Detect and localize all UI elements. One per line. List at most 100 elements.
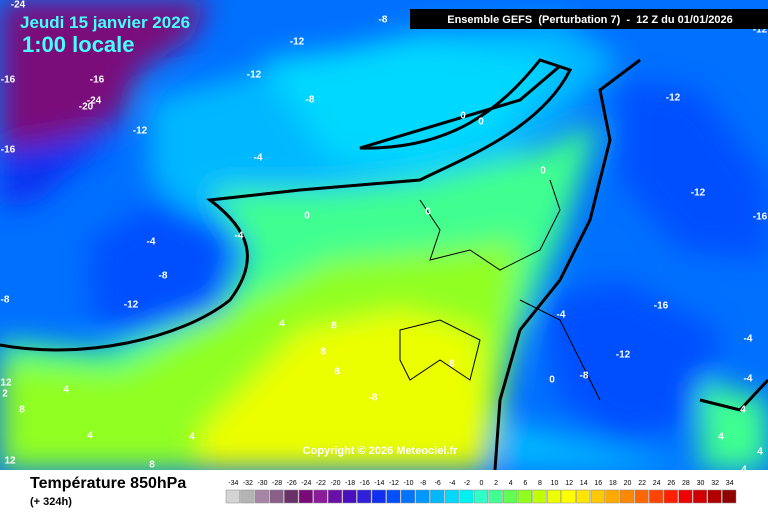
contour-label: 4 bbox=[740, 405, 746, 416]
scale-tick: -24 bbox=[301, 480, 311, 487]
scale-swatch bbox=[386, 489, 401, 504]
footer-title: Température 850hPa bbox=[30, 475, 186, 492]
scale-swatch bbox=[254, 489, 270, 504]
contour-label: -12 bbox=[616, 350, 631, 361]
scale-swatch bbox=[415, 489, 430, 504]
scale-tick: 18 bbox=[609, 480, 617, 487]
contour-label: -12 bbox=[247, 70, 262, 81]
scale-swatch bbox=[444, 489, 459, 504]
contour-label: -8 bbox=[306, 95, 315, 106]
scale-swatch bbox=[240, 489, 255, 504]
scale-tick: 20 bbox=[624, 480, 632, 487]
contour-label: -16 bbox=[1, 145, 16, 156]
contour-label: -4 bbox=[744, 334, 753, 345]
scale-tick: -32 bbox=[243, 480, 253, 487]
contour-label: -24 bbox=[87, 96, 102, 107]
contour-label: -20 bbox=[79, 102, 94, 113]
scale-tick: -16 bbox=[360, 480, 370, 487]
contour-label: -4 bbox=[235, 231, 244, 242]
contour-label: -8 bbox=[159, 271, 168, 282]
contour-label: -16 bbox=[90, 75, 105, 86]
scale-tick: 16 bbox=[594, 480, 602, 487]
run-info: Ensemble GEFS (Perturbation 7) - 12 Z du… bbox=[447, 14, 732, 26]
scale-tick: 24 bbox=[653, 480, 661, 487]
contour-label: -4 bbox=[147, 237, 156, 248]
footer: Température 850hPa (+ 324h) -34 -32 -30 -28… bbox=[30, 475, 737, 508]
scale-swatch bbox=[327, 489, 343, 504]
scale-tick: -2 bbox=[464, 480, 470, 487]
scale-tick: -18 bbox=[345, 480, 355, 487]
scale-tick: -28 bbox=[272, 480, 282, 487]
contour-label: 0 bbox=[549, 375, 555, 386]
contour-label: -8 bbox=[1, 295, 10, 306]
scale-tick: -8 bbox=[420, 480, 426, 487]
contour-label: -24 bbox=[11, 0, 26, 11]
scale-tick: 14 bbox=[580, 480, 588, 487]
scale-tick: 6 bbox=[523, 480, 527, 487]
scale-swatch bbox=[430, 489, 445, 504]
run-box bbox=[410, 9, 768, 29]
scale-swatch bbox=[269, 489, 284, 504]
scale-tick: 10 bbox=[551, 480, 559, 487]
contour-label: -8 bbox=[379, 15, 388, 26]
scale-tick: -12 bbox=[389, 480, 399, 487]
contour-label: -12 bbox=[691, 188, 706, 199]
contour-label: 4 bbox=[279, 319, 285, 330]
footer-lead: (+ 324h) bbox=[30, 496, 72, 508]
scale-tick: 34 bbox=[726, 480, 734, 487]
contour-label: -4 bbox=[557, 310, 566, 321]
scale-swatch bbox=[503, 489, 518, 504]
contour-label: 4 bbox=[741, 465, 747, 470]
copyright: Copyright © 2026 Meteociel.fr bbox=[303, 445, 459, 457]
contour-label: 4 bbox=[63, 385, 69, 396]
scale-swatch bbox=[225, 489, 240, 504]
scale-tick: -6 bbox=[435, 480, 441, 487]
contour-label: 0 bbox=[304, 211, 310, 222]
contour-label: 8 bbox=[320, 347, 326, 358]
contour-label: -12 bbox=[290, 37, 305, 48]
scale-swatch bbox=[678, 489, 693, 504]
contour-label: 0 bbox=[425, 207, 431, 218]
scale-tick: -14 bbox=[374, 480, 384, 487]
contour-label: -16 bbox=[654, 301, 669, 312]
contour-label: 8 bbox=[19, 405, 25, 416]
scale-swatch bbox=[707, 489, 722, 504]
scale-swatch bbox=[473, 489, 489, 504]
scale-tick: -4 bbox=[449, 480, 455, 487]
scale-swatch bbox=[634, 489, 649, 504]
contour-label: -12 bbox=[124, 300, 139, 311]
scale-tick: 26 bbox=[667, 480, 675, 487]
scale-swatch bbox=[722, 489, 737, 504]
local-time: 1:00 locale bbox=[22, 32, 135, 57]
scale-tick: 30 bbox=[697, 480, 705, 487]
scale-tick: -22 bbox=[316, 480, 326, 487]
scale-tick: 4 bbox=[509, 480, 513, 487]
contour-label: -12 bbox=[666, 93, 681, 104]
contour-label: -4 bbox=[254, 153, 263, 164]
contour-label: 4 bbox=[757, 447, 763, 458]
contour-label: 4 bbox=[718, 432, 724, 443]
map: -24-8-12-12-16 -16-24-20-8-12-1600-12-40-… bbox=[0, 0, 768, 470]
scale-swatch bbox=[532, 489, 547, 504]
scale-tick: 28 bbox=[682, 480, 690, 487]
scale-swatch bbox=[357, 489, 372, 504]
scale-tick: 8 bbox=[538, 480, 542, 487]
date: Jeudi 15 janvier 2026 bbox=[20, 13, 190, 32]
scale-swatch bbox=[576, 489, 591, 504]
contour-label: 2 bbox=[2, 389, 8, 400]
contour-label: 8 bbox=[149, 460, 155, 470]
scale-tick: 0 bbox=[480, 480, 484, 487]
contour-label: 8 bbox=[331, 321, 337, 332]
contour-label: 0 bbox=[460, 111, 466, 122]
scale-swatch bbox=[561, 489, 576, 504]
scale-swatch bbox=[663, 489, 678, 504]
scale-swatch bbox=[692, 489, 708, 504]
scale-tick: -20 bbox=[330, 480, 340, 487]
scale-tick: -30 bbox=[257, 480, 267, 487]
scale-swatch bbox=[546, 489, 562, 504]
scale-swatch bbox=[400, 489, 416, 504]
scale-tick: 22 bbox=[638, 480, 646, 487]
scale-swatch bbox=[284, 489, 299, 504]
scale-tick: -26 bbox=[287, 480, 297, 487]
